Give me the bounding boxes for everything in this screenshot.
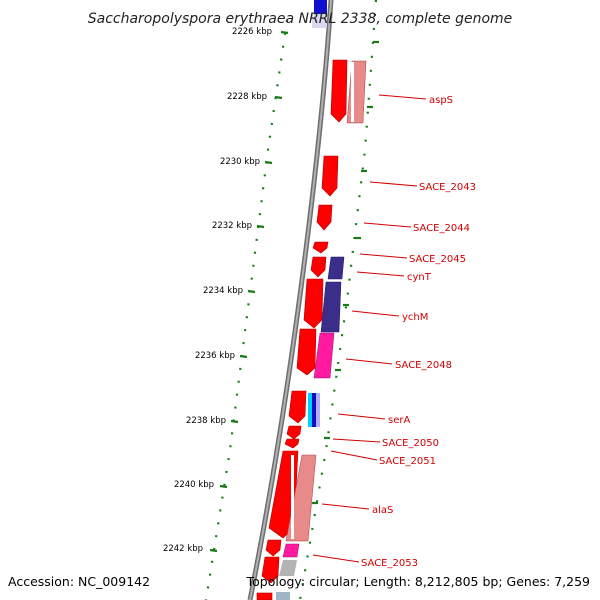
- cds-sace-2045: [312, 241, 329, 254]
- cds-sace-2044: [316, 204, 333, 231]
- genome-backbone: [247, 0, 334, 600]
- cds-sace-2050: [286, 425, 302, 440]
- cds-asps: [330, 59, 348, 123]
- outer-ring-marks: [312, 40, 379, 505]
- gene-label: SACE_2051: [379, 456, 436, 467]
- genome-summary-text: Topology: circular; Length: 8,212,805 bp…: [246, 574, 590, 589]
- gene-label: aspS: [429, 95, 453, 106]
- kbp-tick-marks: [209, 30, 289, 553]
- tick-label: 2238 kbp: [186, 416, 226, 426]
- tick-label: 2230 kbp: [220, 157, 260, 167]
- top-partial-features: [312, 0, 327, 28]
- tick-label: 2242 kbp: [163, 544, 203, 554]
- cds-bottom-2: [256, 592, 273, 600]
- tick-label: 2226 kbp: [232, 27, 272, 37]
- cds-sace-2043: [321, 155, 339, 197]
- gene-label: alaS: [372, 505, 393, 516]
- gene-label: ychM: [402, 312, 428, 323]
- cds-sace-2053: [265, 539, 282, 557]
- page-title: Saccharopolyspora erythraea NRRL 2338, c…: [88, 11, 513, 27]
- kbp-tick-labels: 2226 kbp 2228 kbp 2230 kbp 2232 kbp 2234…: [163, 27, 272, 554]
- label-leaders: [312, 94, 427, 563]
- tick-label: 2228 kbp: [227, 92, 267, 102]
- tick-label: 2234 kbp: [203, 286, 243, 296]
- gene-label: SACE_2053: [361, 558, 418, 569]
- gene-label: SACE_2050: [382, 438, 439, 449]
- tick-label: 2232 kbp: [212, 221, 252, 231]
- cds-sera: [288, 390, 307, 424]
- tick-label: 2240 kbp: [174, 480, 214, 490]
- gene-label: serA: [388, 415, 410, 426]
- forward-cds-track: [256, 59, 348, 600]
- cds-cynt: [310, 256, 327, 278]
- cds-sace-2048: [296, 328, 317, 376]
- gene-label: SACE_2048: [395, 360, 452, 371]
- gene-label: SACE_2045: [409, 254, 466, 265]
- cds-bottom-1: [261, 556, 280, 584]
- gene-label: SACE_2044: [413, 223, 470, 234]
- gene-labels: aspS SACE_2043 SACE_2044 SACE_2045 cynT …: [361, 95, 476, 569]
- cog-track: [276, 60, 367, 600]
- tick-label: 2236 kbp: [195, 351, 235, 361]
- cds-ychm: [303, 278, 324, 329]
- gene-label: SACE_2043: [419, 182, 476, 193]
- gene-label: cynT: [407, 272, 432, 283]
- cds-sace-2051: [284, 438, 300, 449]
- accession-text: Accession: NC_009142: [8, 574, 150, 589]
